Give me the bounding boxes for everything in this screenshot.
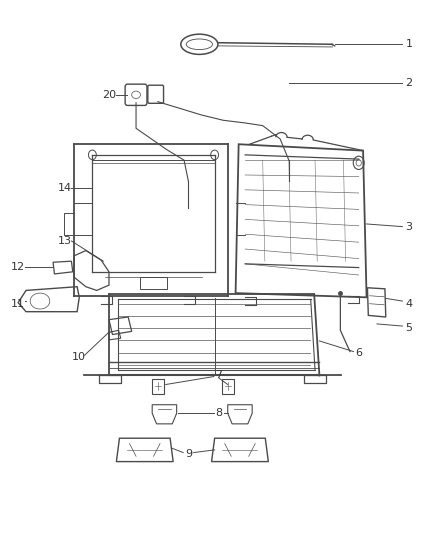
Text: 7: 7 [215, 370, 223, 381]
Text: 5: 5 [406, 322, 413, 333]
Text: 14: 14 [58, 183, 72, 193]
Text: 2: 2 [405, 78, 413, 88]
Text: 9: 9 [185, 449, 192, 458]
Text: 6: 6 [355, 348, 362, 358]
Text: 12: 12 [11, 262, 25, 271]
Text: 4: 4 [405, 298, 413, 309]
Text: 20: 20 [102, 90, 116, 100]
Text: 8: 8 [215, 408, 223, 418]
Text: 13: 13 [58, 236, 72, 246]
Text: 10: 10 [71, 352, 85, 362]
Text: 1: 1 [406, 39, 413, 49]
Text: 3: 3 [406, 222, 413, 232]
Text: 11: 11 [11, 298, 25, 309]
